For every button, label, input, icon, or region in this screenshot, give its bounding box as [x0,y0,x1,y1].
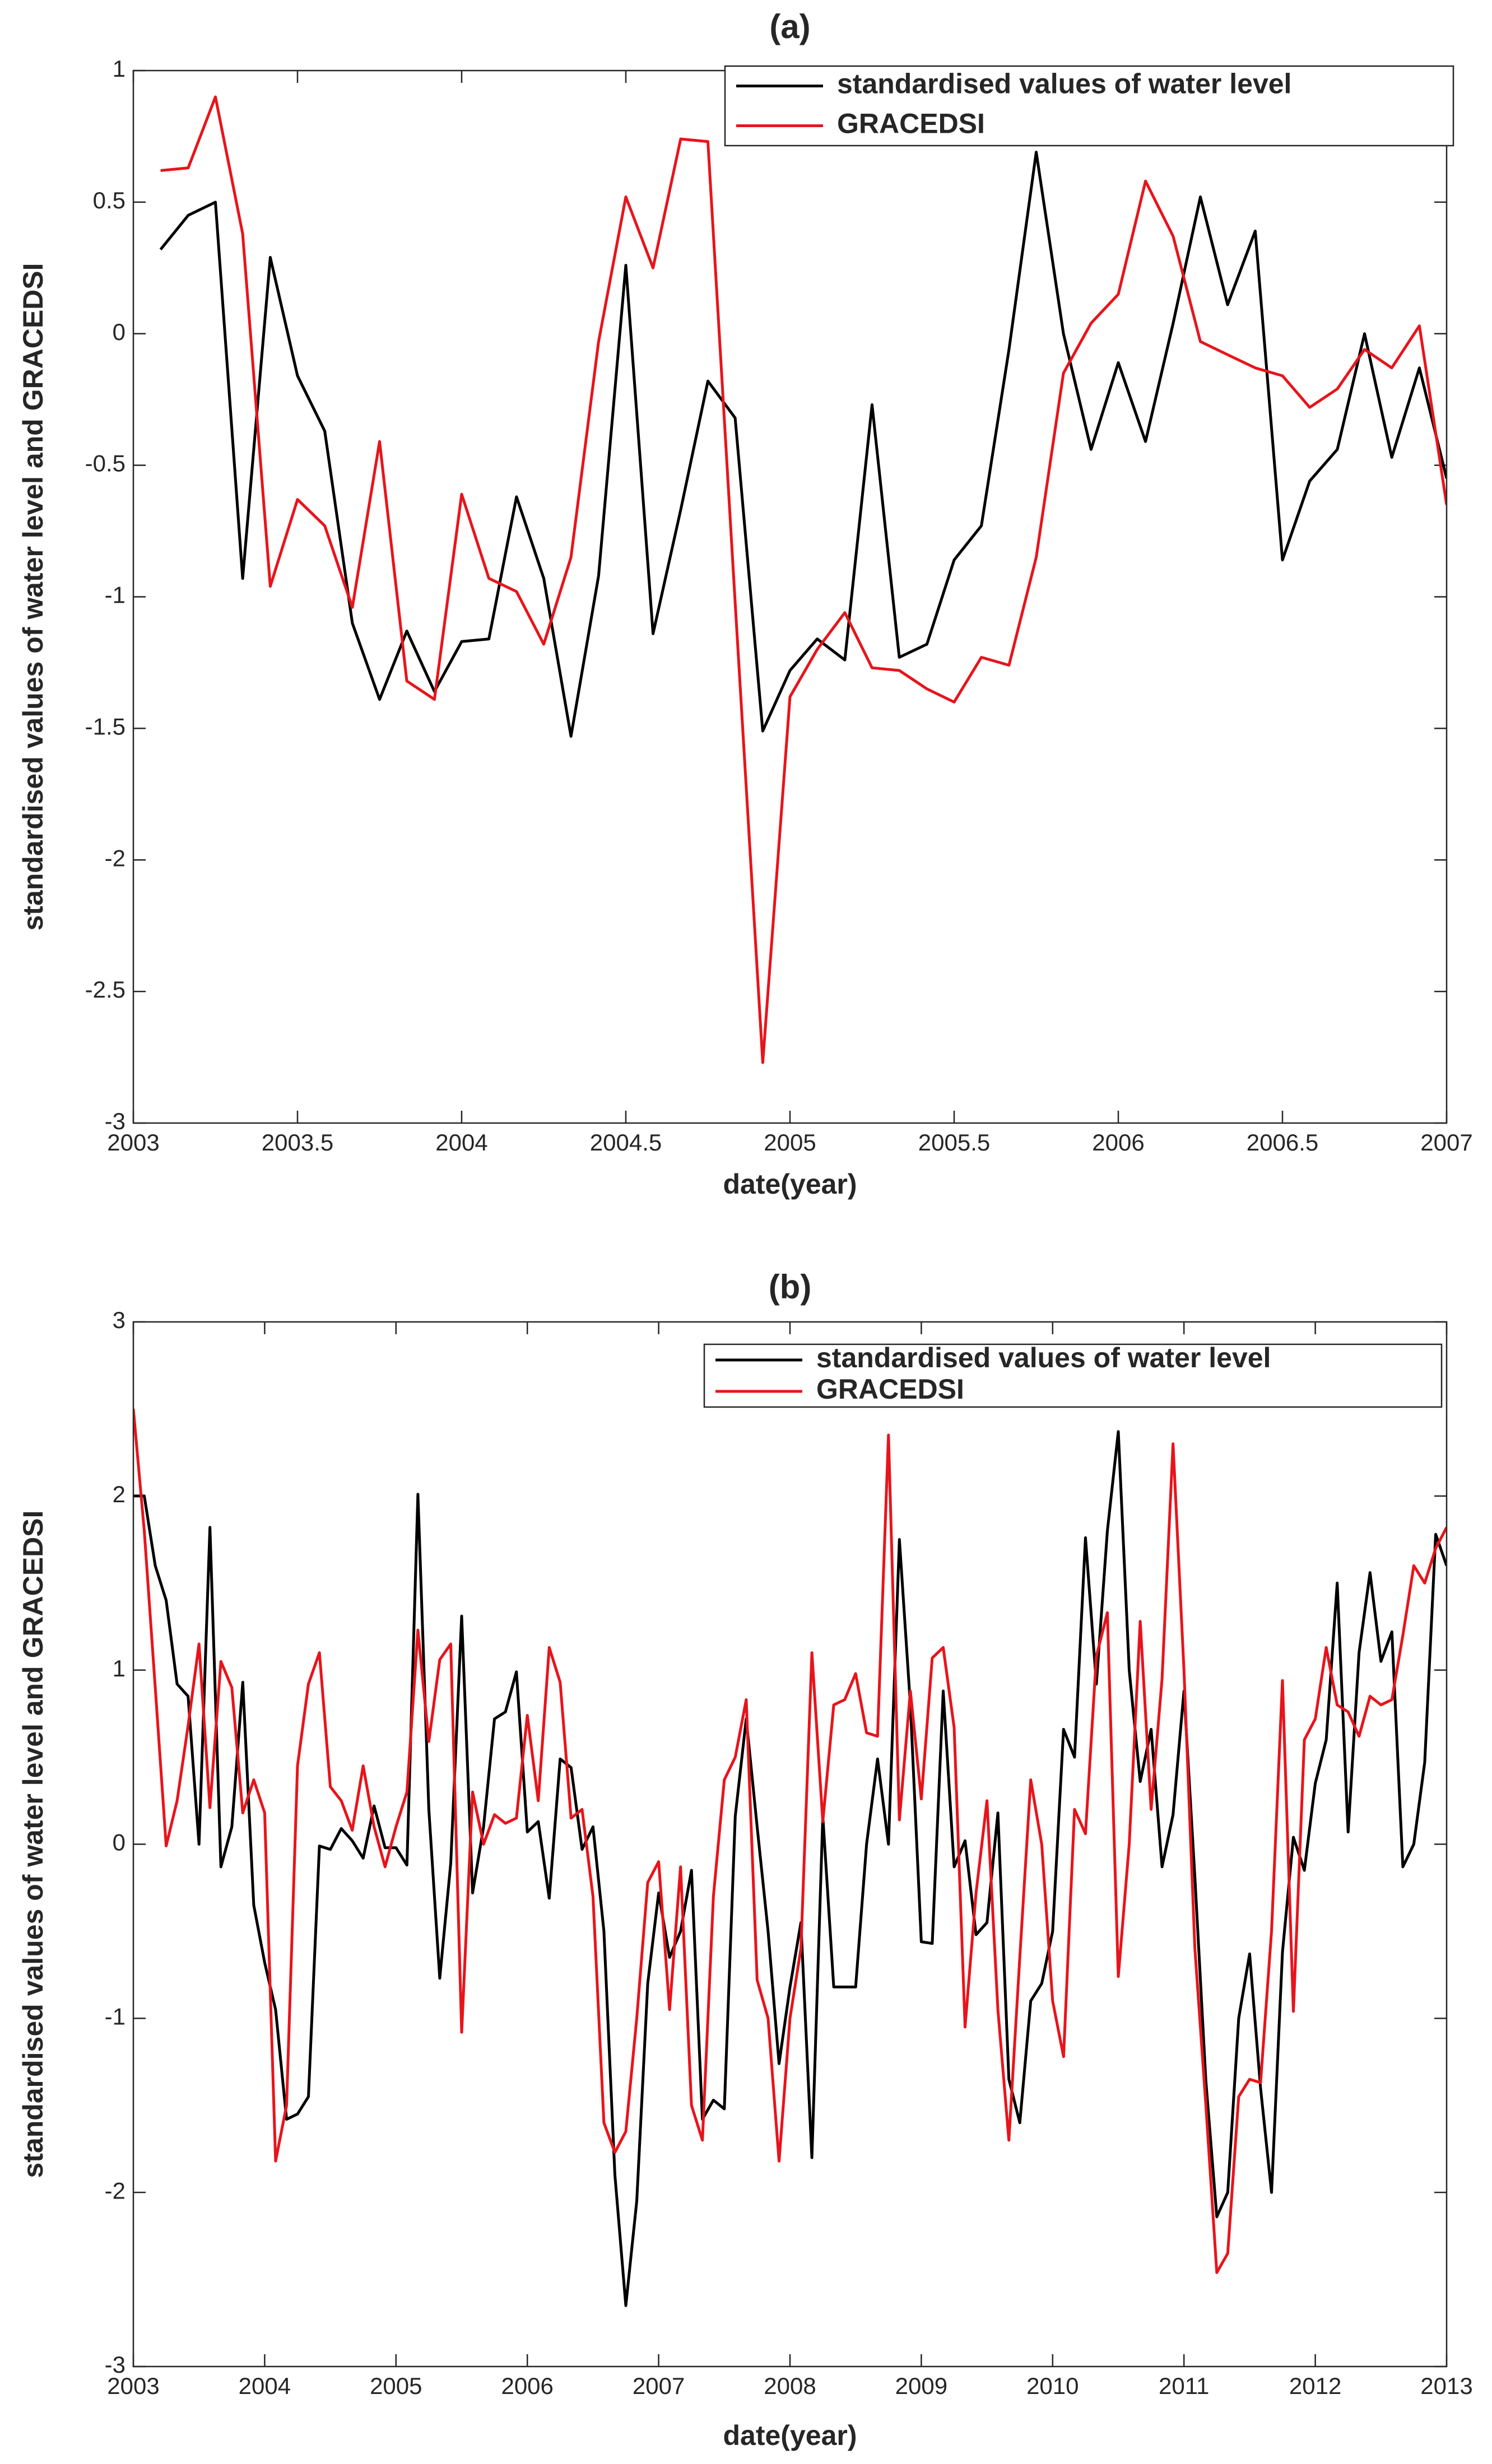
y-tick-label: 1 [113,1655,126,1682]
x-tick-label: 2012 [1289,2373,1341,2399]
x-tick-label: 2007 [1420,1129,1472,1156]
x-tick-label: 2003 [107,2373,159,2399]
legend-label: standardised values of water level [816,1342,1271,1373]
y-tick-label: 3 [113,1307,126,1333]
y-tick-label: -2 [105,845,126,871]
y-tick-label: 2 [113,1481,126,1507]
y-tick-label: -3 [105,1108,126,1134]
axes-box [132,1321,1448,2368]
y-tick-label: -2.5 [85,976,126,1003]
x-tick-label: 2004 [435,1129,487,1156]
x-tick-label: 2007 [633,2373,685,2399]
series-line [133,1430,1447,2307]
chart-title: (b) [769,1268,812,1306]
plot-area [133,1322,1447,2367]
plot-area [133,71,1447,1123]
x-tick-label: 2006 [1092,1129,1144,1156]
y-tick-label: -3 [105,2351,126,2378]
x-axis-label: date(year) [723,2420,857,2451]
y-tick-label: 0 [113,1829,126,1856]
y-axis-label: standardised values of water level and G… [17,263,49,930]
series-line [159,151,1447,738]
y-tick-label: -0.5 [85,450,126,477]
legend-label: GRACEDSI [816,1373,964,1405]
plot-lines [133,1409,1447,2307]
chart-title: (a) [769,8,810,45]
x-tick-label: 2006.5 [1247,1129,1318,1156]
y-axis-label: standardised values of water level and G… [17,1510,49,2178]
x-tick-label: 2006 [501,2373,553,2399]
x-tick-label: 2005 [370,2373,422,2399]
series-line [133,1409,1447,2274]
x-axis-label: date(year) [723,1168,857,1200]
x-tick-label: 2011 [1159,2373,1209,2399]
legend-box [703,1343,1443,1408]
legend-label: GRACEDSI [837,108,985,139]
x-tick-label: 2004 [239,2373,291,2399]
y-tick-label: -1 [105,2003,126,2029]
x-tick-label: 2003 [107,1129,159,1156]
x-tick-label: 2005.5 [918,1129,990,1156]
x-tick-label: 2005 [764,1129,816,1156]
legend-box [724,65,1454,147]
y-tick-label: -1 [105,582,126,608]
x-tick-label: 2009 [895,2373,947,2399]
y-tick-label: 0.5 [93,187,126,213]
legend-label: standardised values of water level [837,68,1291,100]
series-line [160,95,1447,1064]
y-tick-label: 1 [113,55,126,82]
y-tick-label: -2 [105,2177,126,2204]
y-tick-label: -1.5 [85,713,126,739]
x-tick-label: 2008 [764,2373,816,2399]
y-tick-label: 0 [113,319,126,345]
x-tick-label: 2004.5 [590,1129,662,1156]
x-tick-label: 2010 [1026,2373,1079,2399]
x-tick-label: 2013 [1420,2373,1472,2399]
plot-lines [159,95,1447,1064]
x-tick-label: 2003.5 [262,1129,333,1156]
